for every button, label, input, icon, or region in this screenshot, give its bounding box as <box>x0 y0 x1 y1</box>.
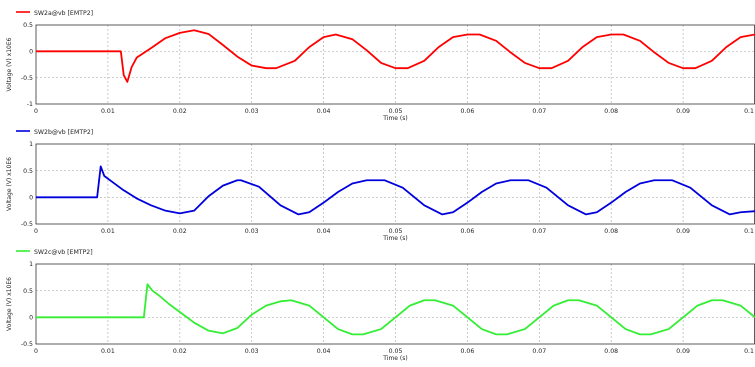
x-tick-label: 0.03 <box>245 108 259 115</box>
x-tick-label: 0.05 <box>389 348 403 355</box>
y-tick-label: 0 <box>29 315 33 322</box>
x-tick-label: 0.01 <box>101 228 115 235</box>
series-line-1 <box>36 29 755 83</box>
legend-label: SW2a@vb [EMTP2] <box>34 9 93 17</box>
x-tick-label: 0.02 <box>173 348 187 355</box>
x-tick-label: 0.02 <box>173 228 187 235</box>
x-tick-label: 0.07 <box>532 348 546 355</box>
x-tick-label: 0.07 <box>532 228 546 235</box>
x-tick-label: 0.01 <box>101 108 115 115</box>
x-axis-label: Time (s) <box>382 115 407 122</box>
x-tick-label: 0.06 <box>461 348 475 355</box>
x-tick-label: 0.09 <box>676 348 690 355</box>
series-line-3 <box>36 283 755 336</box>
chart-panel-1: SW2a@vb [EMTP2] 0 0.01 0.02 0.03 0.04 0.05 0.06… <box>6 9 755 122</box>
x-axis-label: Time (s) <box>382 235 407 242</box>
x-tick-label: 0.08 <box>604 228 618 235</box>
series-line-2 <box>36 165 755 216</box>
chart-panel-2: SW2b@vb [EMTP2] 0 0.01 0.02 0.03 0.04 0.05 0.06… <box>6 128 755 242</box>
x-tick-label: 0 <box>34 348 38 355</box>
y-axis-label: Voltage (V) x10E6 <box>6 277 13 331</box>
x-tick-label: 0 <box>34 108 38 115</box>
chart-panel-3: SW2c@vb [EMTP2] 0 0.01 0.02 0.03 0.04 0.05 0.06… <box>6 248 755 362</box>
x-tick-label: 0.05 <box>389 228 403 235</box>
x-tick-label: 0.06 <box>461 108 475 115</box>
y-tick-label: -0.5 <box>21 75 33 82</box>
y-tick-label: 1 <box>29 141 33 148</box>
y-tick-label: -0.5 <box>21 221 33 228</box>
x-tick-label: 0.07 <box>532 108 546 115</box>
legend-label: SW2c@vb [EMTP2] <box>34 248 93 256</box>
x-axis-label: Time (s) <box>382 355 407 362</box>
y-tick-label: 0.5 <box>23 22 33 29</box>
x-tick-label: 0.08 <box>604 108 618 115</box>
y-axis-label: Voltage (V) x10E6 <box>6 157 13 211</box>
x-tick-label: 0.03 <box>245 228 259 235</box>
y-tick-label: -1 <box>27 101 33 108</box>
x-tick-label: 0.09 <box>676 228 690 235</box>
y-tick-label: 1 <box>29 261 33 268</box>
x-tick-label: 0.06 <box>461 228 475 235</box>
x-tick-label: 0.02 <box>173 108 187 115</box>
y-tick-label: 0.5 <box>23 168 33 175</box>
y-axis-label: Voltage (V) x10E6 <box>6 37 13 91</box>
x-tick-label: 0.1 <box>744 228 754 235</box>
legend-label: SW2b@vb [EMTP2] <box>34 128 93 136</box>
x-tick-label: 0.09 <box>676 108 690 115</box>
y-tick-label: 0.5 <box>23 288 33 295</box>
x-tick-label: 0.04 <box>317 348 331 355</box>
x-tick-label: 0 <box>34 228 38 235</box>
x-tick-label: 0.04 <box>317 108 331 115</box>
y-tick-label: -0.5 <box>21 341 33 348</box>
x-tick-label: 0.08 <box>604 348 618 355</box>
x-tick-label: 0.01 <box>101 348 115 355</box>
x-tick-label: 0.1 <box>744 348 754 355</box>
x-tick-label: 0.05 <box>389 108 403 115</box>
x-tick-label: 0.03 <box>245 348 259 355</box>
x-tick-label: 0.04 <box>317 228 331 235</box>
x-tick-label: 0.1 <box>744 108 754 115</box>
y-tick-label: 0 <box>29 49 33 56</box>
plot-frame <box>35 24 755 105</box>
y-tick-label: 0 <box>29 195 33 202</box>
